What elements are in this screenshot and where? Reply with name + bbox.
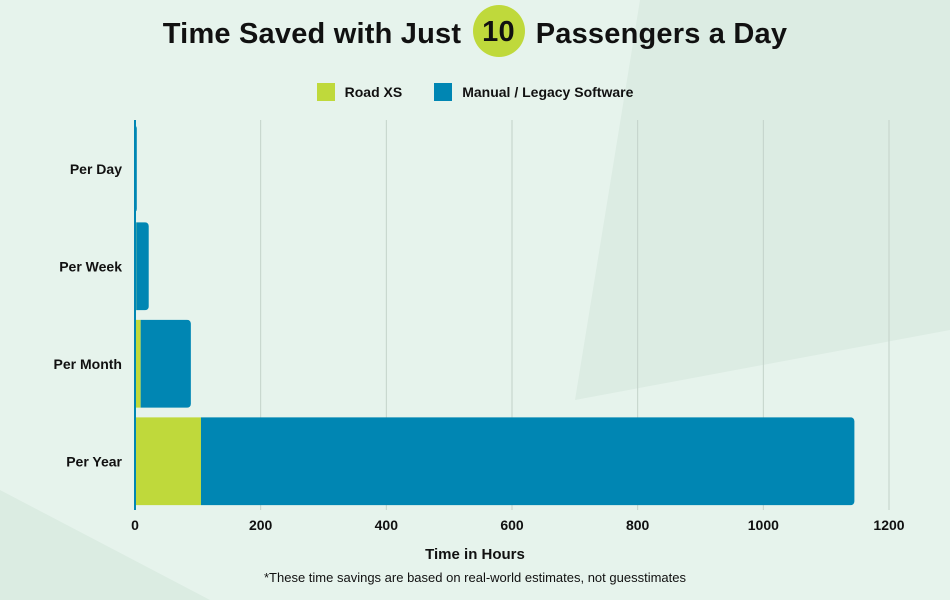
bar-manual-per-month [140, 319, 191, 408]
title-highlight-number: 10 [482, 16, 515, 49]
chart-title: Time Saved with Just 10 Passengers a Day [0, 5, 950, 58]
x-tick-label-0: 0 [131, 517, 139, 533]
x-axis-title: Time in Hours [425, 546, 525, 563]
legend-label-road-xs: Road XS [344, 84, 403, 100]
x-tick-label-200: 200 [249, 517, 273, 533]
bar-road-xs-per-month [135, 319, 141, 408]
title-highlight-badge: 10 [471, 5, 526, 58]
y-tick-label-per-month: Per Month [54, 356, 122, 372]
bar-manual-per-year [200, 417, 855, 506]
bar-manual-per-day [135, 124, 137, 213]
y-tick-label-per-week: Per Week [59, 258, 122, 274]
legend: Road XS Manual / Legacy Software [0, 83, 950, 101]
legend-item-road-xs: Road XS [316, 83, 403, 101]
x-tick-label-1000: 1000 [748, 517, 779, 533]
x-tick-label-1200: 1200 [873, 517, 904, 533]
y-tick-label-per-year: Per Year [66, 453, 122, 469]
x-tick-label-800: 800 [626, 517, 650, 533]
legend-label-manual: Manual / Legacy Software [462, 84, 634, 100]
bar-manual-per-week [136, 222, 149, 311]
bar-road-xs-per-year [135, 417, 201, 506]
title-text-before: Time Saved with Just [162, 18, 462, 50]
legend-item-manual: Manual / Legacy Software [434, 83, 633, 101]
y-tick-label-per-day: Per Day [70, 161, 122, 177]
x-tick-label-600: 600 [500, 517, 524, 533]
legend-swatch-road-xs [316, 83, 335, 101]
x-tick-label-400: 400 [375, 517, 399, 533]
footnote: *These time savings are based on real-wo… [264, 570, 686, 585]
legend-swatch-manual [434, 83, 453, 101]
title-text-after: Passengers a Day [535, 18, 788, 50]
